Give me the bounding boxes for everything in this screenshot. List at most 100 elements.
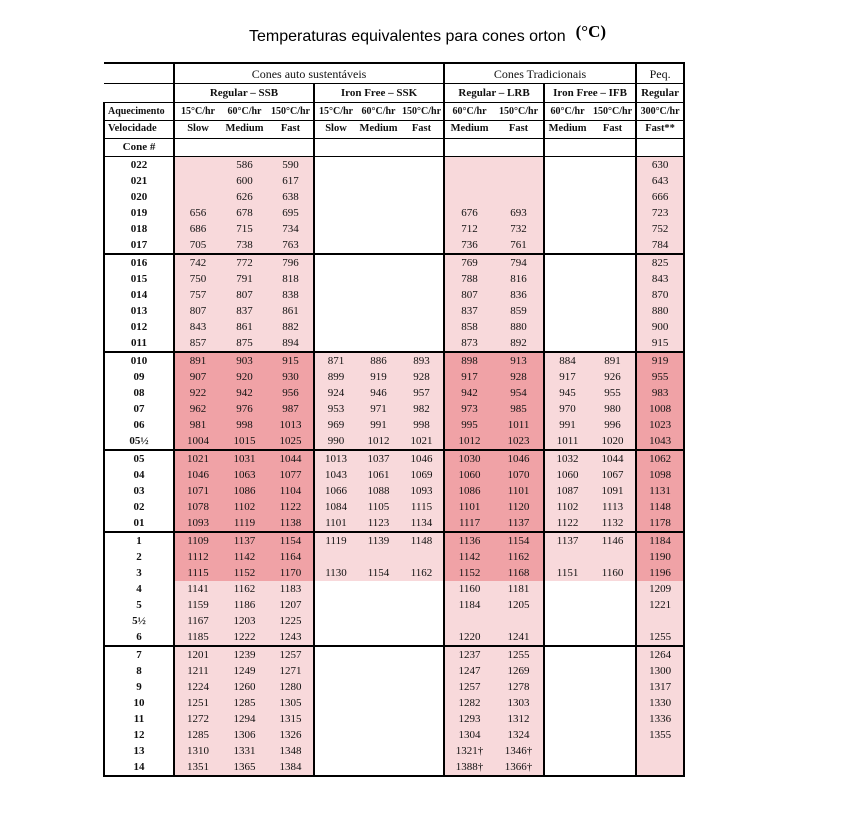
temp-cell bbox=[357, 335, 400, 352]
cone-number: 14 bbox=[103, 759, 175, 777]
table-row: 9 1224 1260 1280 1257 1278 1317 bbox=[103, 679, 686, 695]
temp-cell: 626 bbox=[221, 189, 268, 205]
temp-cell: 1101 bbox=[494, 483, 545, 499]
temp-cell: 1348 bbox=[268, 743, 314, 759]
temp-cell: 996 bbox=[590, 417, 637, 433]
temp-cell: 837 bbox=[443, 303, 495, 319]
temp-cell: 922 bbox=[173, 385, 221, 401]
temp-cell: 791 bbox=[221, 271, 268, 287]
temp-cell: 1021 bbox=[173, 449, 221, 467]
heating-rate: 60°C/hr bbox=[443, 102, 495, 121]
cone-number: 13 bbox=[103, 743, 175, 759]
temp-cell: 738 bbox=[221, 237, 268, 254]
temp-cell bbox=[590, 237, 636, 254]
temp-cell bbox=[357, 221, 400, 237]
temp-cell: 1366† bbox=[494, 759, 545, 777]
temp-cell: 859 bbox=[494, 303, 545, 319]
temp-cell: 752 bbox=[635, 221, 686, 237]
temp-cell: 971 bbox=[357, 401, 400, 417]
temp-cell: 980 bbox=[590, 401, 637, 417]
temp-cell: 1102 bbox=[543, 499, 591, 515]
temp-cell bbox=[313, 205, 357, 221]
temp-cell bbox=[400, 157, 444, 174]
temp-cell: 1122 bbox=[543, 515, 591, 532]
table-row: 06 981 998 1013 969 991 998 995 1011 991 996 1023 bbox=[103, 417, 686, 433]
temp-cell: 1148 bbox=[400, 531, 445, 549]
temp-cell: 1159 bbox=[173, 597, 221, 613]
temp-cell: 919 bbox=[635, 351, 686, 369]
table-row: 6 1185 1222 1243 1220 1241 1255 bbox=[103, 629, 686, 646]
temp-cell: 954 bbox=[494, 385, 545, 401]
temp-cell: 970 bbox=[543, 401, 591, 417]
temp-cell: 686 bbox=[173, 221, 221, 237]
temp-cell: 1260 bbox=[221, 679, 268, 695]
temp-cell: 969 bbox=[313, 417, 357, 433]
temp-cell bbox=[400, 287, 444, 303]
temp-cell: 807 bbox=[443, 287, 495, 303]
table-row: 014 757 807 838 807 836 870 bbox=[103, 287, 686, 303]
temp-cell bbox=[590, 711, 636, 727]
speed-label: Medium bbox=[543, 120, 591, 139]
temp-cell: 1220 bbox=[443, 629, 495, 646]
temp-cell bbox=[543, 727, 591, 743]
temp-cell: 1102 bbox=[221, 499, 268, 515]
temp-cell: 857 bbox=[173, 335, 221, 352]
temp-cell bbox=[543, 549, 591, 565]
temp-cell: 1146 bbox=[590, 531, 637, 549]
temp-cell bbox=[400, 549, 445, 565]
cone-number: 6 bbox=[103, 629, 175, 646]
table-row: 018 686 715 734 712 732 752 bbox=[103, 221, 686, 237]
temp-cell: 1115 bbox=[400, 499, 445, 515]
temp-cell: 915 bbox=[268, 351, 314, 369]
temp-cell: 1109 bbox=[173, 531, 221, 549]
temp-cell: 1384 bbox=[268, 759, 314, 777]
temp-cell: 732 bbox=[494, 221, 545, 237]
temp-cell: 917 bbox=[543, 369, 591, 385]
temp-cell: 695 bbox=[268, 205, 314, 221]
table-row: 4 1141 1162 1183 1160 1181 1209 bbox=[103, 581, 686, 597]
temp-cell bbox=[313, 695, 357, 711]
temp-cell bbox=[543, 759, 591, 777]
corner-spacer bbox=[104, 62, 174, 84]
temp-cell bbox=[357, 253, 400, 271]
temp-cell: 816 bbox=[494, 271, 545, 287]
temp-cell bbox=[590, 613, 636, 629]
temp-cell bbox=[357, 629, 400, 646]
temp-cell: 990 bbox=[313, 433, 357, 450]
temp-cell bbox=[543, 319, 591, 335]
speed-row: Velocidade Slow Medium Fast Slow Medium Fast M… bbox=[103, 120, 686, 139]
temp-cell: 917 bbox=[443, 369, 495, 385]
temp-cell bbox=[173, 156, 221, 173]
temp-cell: 1137 bbox=[494, 515, 545, 532]
temp-cell: 1201 bbox=[173, 645, 221, 663]
cone-number: 5 bbox=[103, 597, 175, 613]
temp-cell bbox=[313, 581, 357, 597]
temp-cell bbox=[313, 679, 357, 695]
temp-cell: 930 bbox=[268, 369, 314, 385]
cone-number: 4 bbox=[103, 581, 175, 597]
temp-cell bbox=[400, 759, 445, 777]
temp-cell: 1004 bbox=[173, 433, 221, 450]
temp-cell: 1120 bbox=[494, 499, 545, 515]
corner-spacer bbox=[104, 83, 174, 103]
temp-cell: 1078 bbox=[173, 499, 221, 515]
temp-cell: 1069 bbox=[400, 467, 445, 483]
table-row: 09 907 920 930 899 919 928 917 928 917 926 955 bbox=[103, 369, 686, 385]
temp-cell bbox=[590, 759, 637, 777]
temp-cell: 1046 bbox=[173, 467, 221, 483]
temp-cell: 1086 bbox=[443, 483, 495, 499]
temp-cell bbox=[590, 581, 636, 597]
table-row: 03 1071 1086 1104 1066 1088 1093 1086 1101 1087 10… bbox=[103, 483, 686, 499]
temp-cell: 1142 bbox=[221, 549, 268, 565]
temp-cell: 1221 bbox=[635, 597, 686, 613]
temp-cell: 991 bbox=[543, 417, 591, 433]
temp-cell bbox=[400, 629, 444, 646]
row-label-aquecimento: Aquecimento bbox=[103, 102, 175, 121]
temp-cell: 1113 bbox=[590, 499, 637, 515]
temp-cell: 1272 bbox=[173, 711, 221, 727]
temp-cell bbox=[543, 253, 591, 271]
cone-number: 5½ bbox=[103, 613, 175, 629]
empty-header-cell bbox=[312, 138, 445, 157]
temp-cell bbox=[543, 679, 591, 695]
